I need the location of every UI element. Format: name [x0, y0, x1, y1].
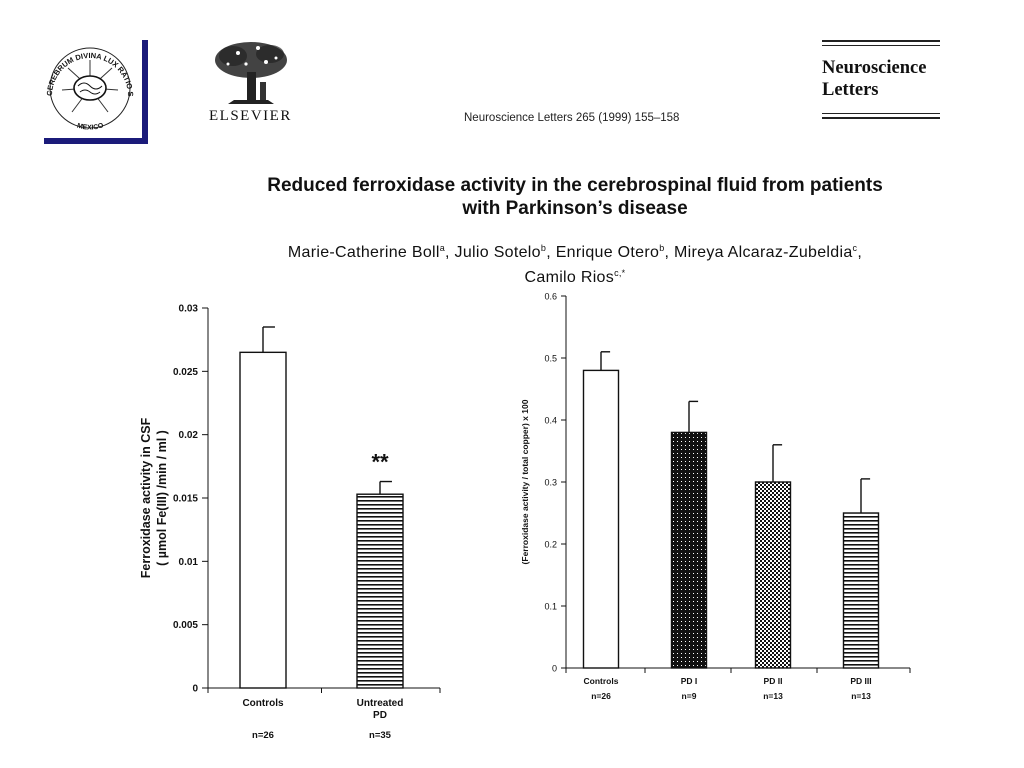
y-tick-label: 0.6 [544, 292, 557, 302]
author-name: Enrique Otero [555, 244, 660, 261]
seal-bottom-text: MEXICO [76, 122, 105, 131]
bar-2 [670, 431, 708, 669]
y-tick-label: 0.3 [544, 478, 557, 488]
author-name: Camilo Rios [524, 269, 615, 286]
paper-authors: Marie-Catherine Bolla, Julio Sotelob, En… [150, 238, 1000, 288]
author-affiliation: b [659, 243, 665, 253]
n-label: n=13 [763, 691, 783, 701]
y-tick-label: 0.1 [544, 602, 557, 612]
y-tick-label: 0.025 [173, 367, 198, 378]
y-axis-label: Ferroxidase activity in CSF [139, 417, 153, 578]
elsevier-wordmark: ELSEVIER [209, 108, 292, 124]
journal-citation: Neuroscience Letters 265 (1999) 155–158 [464, 112, 680, 124]
y-tick-label: 0 [552, 664, 557, 674]
n-label: n=9 [682, 691, 697, 701]
category-label: Controls [242, 698, 284, 709]
category-label: PD III [850, 676, 871, 686]
journal-name-line2: Letters [822, 80, 879, 100]
y-tick-label: 0.03 [179, 304, 199, 315]
y-tick-label: 0.01 [179, 557, 199, 568]
n-label: n=35 [369, 730, 392, 741]
paper-title-line1: Reduced ferroxidase activity in the cere… [267, 175, 883, 196]
author-affiliation: c [852, 243, 858, 253]
bar-3 [754, 481, 792, 669]
category-label: Controls [584, 676, 619, 686]
author-separator: , [445, 244, 455, 261]
y-tick-label: 0.2 [544, 540, 557, 550]
category-label: PD I [681, 676, 698, 686]
author-separator: , [857, 244, 863, 261]
y-tick-label: 0.4 [544, 416, 557, 426]
significance-marker: ** [371, 450, 389, 475]
bar-4 [842, 512, 880, 669]
author-line: Marie-Catherine Bolla, Julio Sotelob, En… [150, 238, 1000, 263]
journal-brand: Neuroscience Letters [822, 57, 926, 101]
bar-1 [239, 351, 287, 689]
cerebrum-seal-logo: CEREBRUM DIVINA LUX RATIO SALUS SCIENTIA… [38, 34, 135, 132]
author-separator: , [546, 244, 556, 261]
category-label: PD [373, 710, 387, 721]
y-axis-label: (Ferroxidase activity / total copper) x … [520, 399, 530, 564]
author-line: Camilo Riosc,* [150, 263, 1000, 288]
chart-1: 0 0.005 0.01 0.015 0.02 0.025 0.03 Controls n=26… [139, 304, 441, 741]
elsevier-tree-logo [215, 42, 287, 104]
author-name: Marie-Catherine Boll [287, 244, 440, 261]
author-name: Mireya Alcaraz-Zubeldia [674, 244, 853, 261]
n-label: n=13 [851, 691, 871, 701]
category-label: Untreated [357, 698, 404, 709]
author-affiliation: b [540, 243, 547, 253]
chart-2: 0 0.1 0.2 0.3 0.4 0.5 0.6 Controls n=26 PD I n=9 PD… [520, 292, 911, 701]
journal-rule-bottom-1 [822, 113, 940, 114]
y-axis-label: ( µmol Fe(III) /min / ml ) [155, 430, 169, 566]
paper-title-line2: with Parkinson’s disease [462, 198, 688, 219]
journal-name-line1: Neuroscience [822, 58, 927, 78]
n-label: n=26 [252, 730, 274, 741]
author-affiliation: a [439, 243, 446, 253]
y-tick-label: 0 [192, 684, 198, 695]
y-tick-label: 0.02 [179, 430, 199, 441]
y-tick-label: 0.5 [544, 354, 557, 364]
paper-title: Reduced ferroxidase activity in the cere… [150, 174, 1000, 220]
bar-2 [356, 493, 404, 689]
author-affiliation: c,* [614, 268, 626, 278]
bar-1 [582, 369, 620, 669]
y-tick-label: 0.015 [173, 494, 198, 505]
svg-text:MEXICO: MEXICO [76, 122, 105, 131]
category-label: PD II [764, 676, 783, 686]
journal-rule-top-2 [822, 45, 940, 46]
journal-rule-bottom-2 [822, 117, 940, 119]
author-name: Julio Sotelo [454, 244, 541, 261]
author-separator: , [664, 244, 675, 261]
y-tick-label: 0.005 [173, 620, 198, 631]
journal-rule-top-1 [822, 40, 940, 42]
n-label: n=26 [591, 691, 611, 701]
